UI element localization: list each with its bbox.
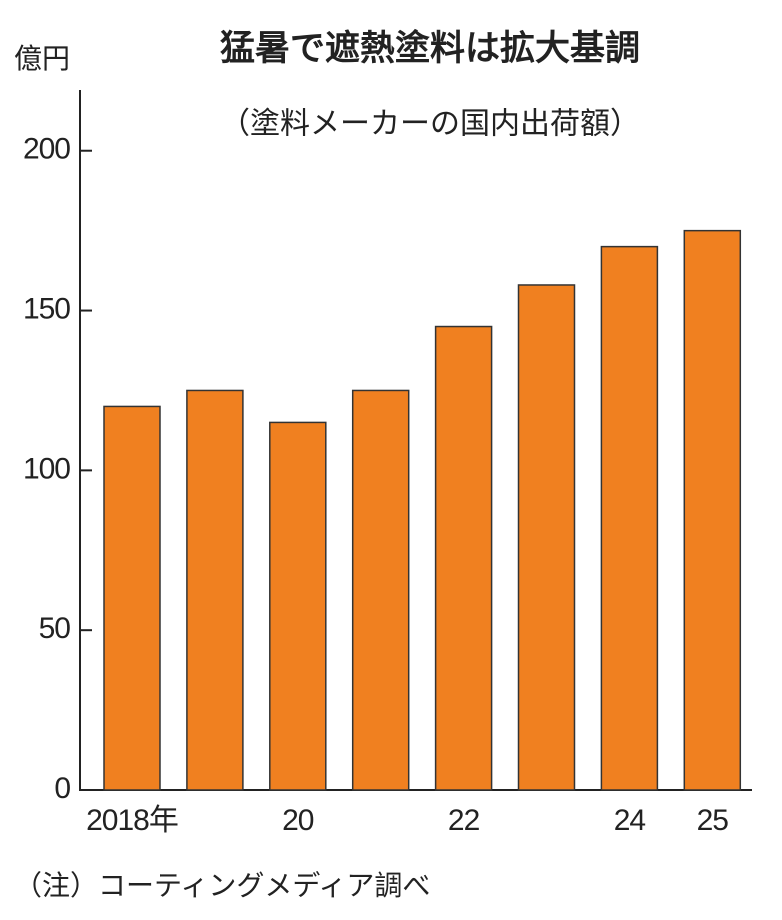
- y-tick-label: 200: [23, 133, 70, 166]
- y-axis-label: 億円: [14, 42, 70, 75]
- bar: [103, 405, 161, 791]
- y-tick-label: 50: [39, 612, 71, 645]
- x-tick-label: 2018年: [86, 804, 178, 837]
- x-tick-label: 20: [282, 804, 314, 837]
- bar: [434, 325, 493, 791]
- x-tick-label: 25: [697, 804, 729, 837]
- y-tick-label: 150: [23, 292, 70, 325]
- chart-subtitle: （塗料メーカーの国内出荷額）: [220, 107, 640, 142]
- bar: [683, 229, 742, 791]
- x-tick-label: 22: [448, 804, 480, 837]
- bar: [269, 421, 327, 791]
- x-tick-label: 24: [614, 804, 646, 837]
- bar: [517, 284, 576, 791]
- chart-title: 猛暑で遮熱塗料は拡大基調: [220, 28, 640, 69]
- bar: [186, 389, 244, 791]
- note: （注）コーティングメディア調べ: [14, 869, 430, 902]
- y-tick-label: 100: [23, 452, 70, 485]
- bar: [600, 245, 659, 791]
- bar: [351, 389, 410, 791]
- y-tick-label: 0: [54, 772, 70, 805]
